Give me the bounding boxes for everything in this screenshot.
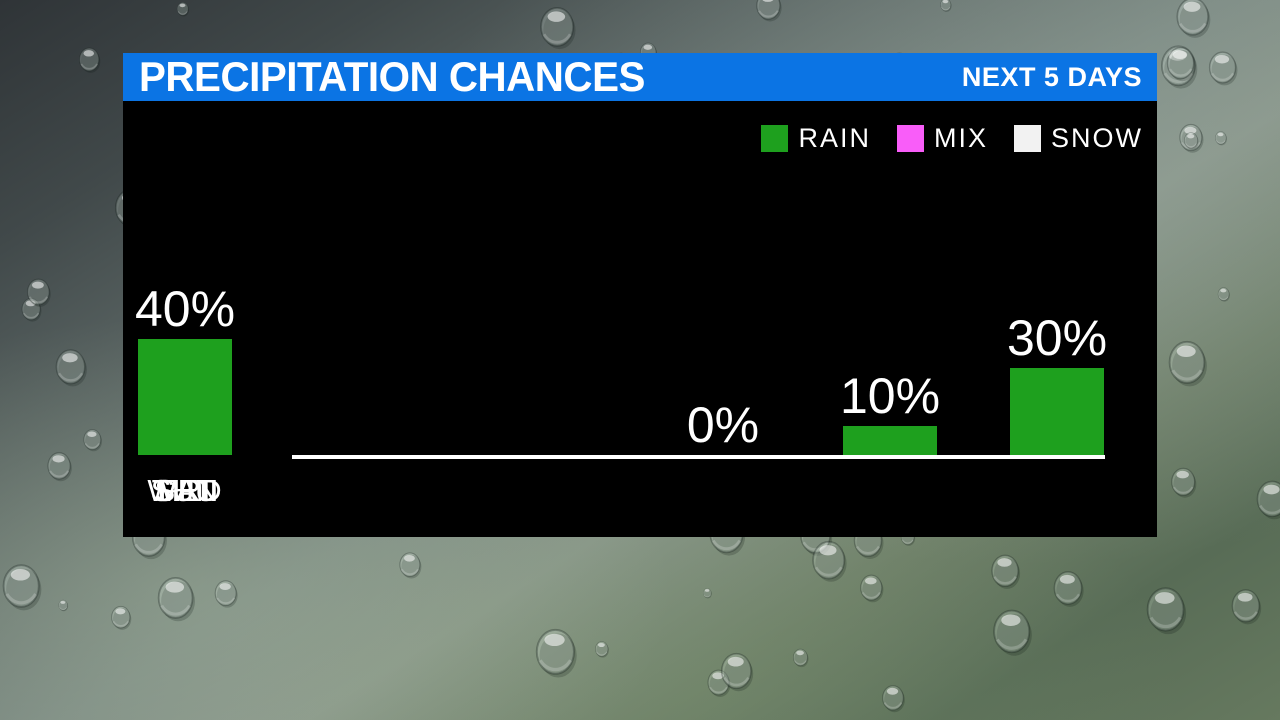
bar-column-sun: 40% <box>123 284 247 455</box>
bar-column-wed: 0% <box>661 400 785 455</box>
bar-column-thu: 10% <box>828 371 952 455</box>
header-subtitle: NEXT 5 DAYS <box>961 61 1142 92</box>
day-label-thu: THU <box>151 473 219 508</box>
x-axis-line <box>292 455 1105 459</box>
rain-swatch-icon <box>761 125 789 152</box>
value-label: 10% <box>839 368 941 424</box>
bar-column-fri: 30% <box>995 313 1119 455</box>
legend-label-snow: SNOW <box>1051 123 1143 153</box>
value-label: 0% <box>686 397 760 453</box>
page-title: PRECIPITATION CHANCES <box>139 53 645 100</box>
day-label-sat: SAT <box>154 473 216 508</box>
day-label-fri: FRI <box>158 473 212 508</box>
value-label: 40% <box>134 281 236 337</box>
rain-bar <box>1010 368 1104 455</box>
day-label-wed: WED <box>147 473 223 508</box>
legend-label-rain: RAIN <box>798 123 871 153</box>
legend-item-rain: RAIN <box>761 123 871 154</box>
precipitation-graphic-panel: PRECIPITATION CHANCES NEXT 5 DAYS RAIN M… <box>123 53 1157 537</box>
legend: RAIN MIX SNOW <box>761 123 1143 154</box>
legend-item-mix: MIX <box>896 123 988 154</box>
bar-chart: RAIN MIX SNOW 0% 10% 30% 0% <box>123 101 1157 537</box>
snow-swatch-icon <box>1014 125 1041 152</box>
mix-swatch-icon <box>896 125 924 152</box>
rain-bar <box>138 339 232 455</box>
rain-bar <box>843 426 937 455</box>
legend-label-mix: MIX <box>933 123 988 153</box>
header-bar: PRECIPITATION CHANCES NEXT 5 DAYS <box>123 53 1157 101</box>
day-label-sun: SUN <box>150 473 220 508</box>
value-label: 30% <box>1006 310 1108 366</box>
legend-item-snow: SNOW <box>1014 123 1143 154</box>
